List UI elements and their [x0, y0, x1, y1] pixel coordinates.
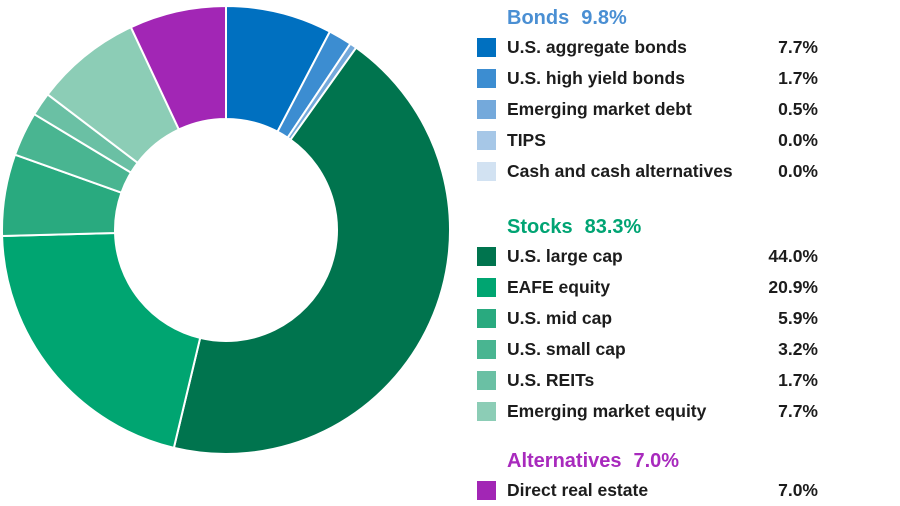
legend-swatch-icon — [477, 340, 496, 359]
legend-swatch-icon — [477, 278, 496, 297]
legend-row-u-s-aggregate-bonds: U.S. aggregate bonds 7.7% — [477, 32, 818, 63]
legend-row-emerging-market-debt: Emerging market debt 0.5% — [477, 94, 818, 125]
donut-slice-u-s-large-cap — [172, 46, 451, 455]
legend-label: Emerging market debt — [507, 99, 692, 119]
legend-swatch-icon — [477, 247, 496, 266]
legend-swatch-icon — [477, 309, 496, 328]
legend-row-u-s-reits: U.S. REITs 1.7% — [477, 365, 818, 396]
legend-swatch-icon — [477, 162, 496, 181]
legend-row-u-s-mid-cap: U.S. mid cap 5.9% — [477, 303, 818, 334]
legend-section-stocks: Stocks 83.3% U.S. large cap 44.0% EAFE equi… — [477, 213, 818, 427]
donut-slice-direct-real-estate — [129, 5, 227, 131]
legend-value: 0.0% — [778, 161, 818, 181]
legend-value: 1.7% — [778, 370, 818, 390]
legend-label: U.S. high yield bonds — [507, 68, 685, 88]
legend-value: 1.7% — [778, 68, 818, 88]
legend-section-alternatives: Alternatives 7.0% Direct real estate 7.0% — [477, 447, 818, 506]
legend-rows-bonds: U.S. aggregate bonds 7.7% U.S. high yield … — [477, 32, 818, 187]
legend-label: U.S. REITs — [507, 370, 595, 390]
legend-label: Emerging market equity — [507, 401, 707, 421]
legend-swatch-icon — [477, 402, 496, 421]
chart-legend: Bonds 9.8% U.S. aggregate bonds 7.7% U.S. h… — [477, 4, 818, 506]
legend-label: EAFE equity — [507, 277, 611, 297]
legend-value: 7.0% — [778, 480, 818, 500]
legend-swatch-icon — [477, 69, 496, 88]
legend-label: U.S. small cap — [507, 339, 626, 359]
section-name: Stocks — [507, 216, 573, 238]
legend-row-eafe-equity: EAFE equity 20.9% — [477, 272, 818, 303]
legend-value: 7.7% — [778, 37, 818, 57]
legend-value: 3.2% — [778, 339, 818, 359]
legend-row-direct-real-estate: Direct real estate 7.0% — [477, 475, 818, 506]
legend-section-bonds: Bonds 9.8% U.S. aggregate bonds 7.7% U.S. h… — [477, 4, 818, 187]
legend-label: Direct real estate — [507, 480, 649, 500]
section-total: 83.3% — [584, 216, 642, 238]
legend-label: U.S. aggregate bonds — [507, 37, 687, 57]
section-name: Alternatives — [507, 450, 622, 472]
legend-label: TIPS — [507, 130, 546, 150]
legend-label: U.S. large cap — [507, 246, 623, 266]
legend-rows-stocks: U.S. large cap 44.0% EAFE equity 20.9% U.S. … — [477, 241, 818, 427]
legend-rows-alternatives: Direct real estate 7.0% — [477, 475, 818, 506]
legend-swatch-icon — [477, 38, 496, 57]
legend-row-u-s-small-cap: U.S. small cap 3.2% — [477, 334, 818, 365]
legend-swatch-icon — [477, 371, 496, 390]
legend-label: U.S. mid cap — [507, 308, 613, 328]
legend-value: 5.9% — [778, 308, 818, 328]
donut-chart-container — [1, 5, 451, 455]
legend-row-cash-and-cash-alternatives: Cash and cash alternatives 0.0% — [477, 156, 818, 187]
legend-section-header-alternatives: Alternatives 7.0% — [477, 447, 818, 475]
section-total: 7.0% — [633, 450, 680, 472]
legend-section-header-stocks: Stocks 83.3% — [477, 213, 818, 241]
legend-value: 0.0% — [778, 130, 818, 150]
legend-row-emerging-market-equity: Emerging market equity 7.7% — [477, 396, 818, 427]
section-total: 9.8% — [581, 7, 627, 29]
section-name: Bonds — [507, 7, 570, 29]
donut-slice-eafe-equity — [1, 231, 202, 449]
legend-row-tips: TIPS 0.0% — [477, 125, 818, 156]
legend-value: 0.5% — [778, 99, 818, 119]
legend-swatch-icon — [477, 131, 496, 150]
legend-section-header-bonds: Bonds 9.8% — [477, 4, 818, 32]
donut-chart — [1, 5, 451, 455]
legend-swatch-icon — [477, 481, 496, 500]
legend-value: 7.7% — [778, 401, 818, 421]
legend-row-u-s-high-yield-bonds: U.S. high yield bonds 1.7% — [477, 63, 818, 94]
legend-swatch-icon — [477, 100, 496, 119]
legend-label: Cash and cash alternatives — [507, 161, 733, 181]
legend-row-u-s-large-cap: U.S. large cap 44.0% — [477, 241, 818, 272]
legend-value: 44.0% — [768, 246, 818, 266]
legend-value: 20.9% — [768, 277, 818, 297]
